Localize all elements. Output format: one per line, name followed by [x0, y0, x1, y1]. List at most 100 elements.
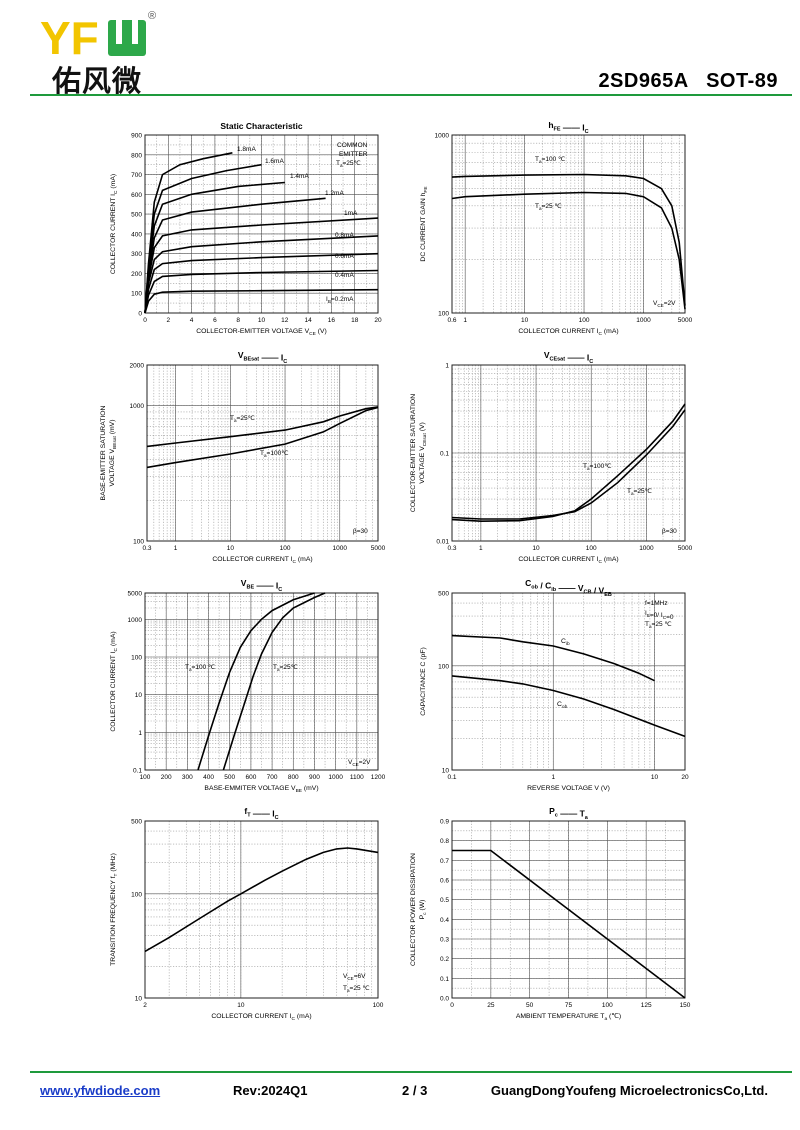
x-tick-label: 100 — [280, 545, 291, 552]
note-text: IE=0/ IC=0 — [645, 610, 674, 621]
y-tick-label: 0.01 — [436, 539, 449, 546]
x-tick-label: 1 — [174, 545, 178, 552]
x-axis-label: COLLECTOR CURRENT IC (mA) — [518, 556, 618, 565]
x-axis-label: REVERSE VOLTAGE V (V) — [527, 785, 610, 792]
x-tick-label: 800 — [288, 774, 299, 781]
series-line — [144, 152, 233, 314]
x-tick-label: 700 — [267, 774, 278, 781]
logo-chinese-name: 佑风微 — [52, 64, 143, 98]
plot-area — [144, 134, 379, 314]
note-text: β=30 — [353, 528, 368, 535]
y-tick-label: 0.6 — [440, 878, 449, 885]
y-tick-label: 700 — [131, 172, 142, 179]
series-label: 1.2mA — [325, 190, 344, 197]
x-tick-label: 10 — [237, 1002, 245, 1009]
series-label: Ta=25℃ — [230, 415, 256, 423]
x-tick-label: 18 — [351, 317, 359, 324]
y-tick-label: 5000 — [128, 591, 143, 598]
plot-background — [452, 593, 685, 770]
x-tick-label: 10 — [227, 545, 235, 552]
x-tick-label: 0 — [450, 1002, 454, 1009]
x-tick-label: 10 — [521, 317, 529, 324]
y-tick-label: 10 — [442, 768, 450, 775]
x-tick-label: 20 — [681, 774, 689, 781]
y-tick-label: 0.7 — [440, 858, 449, 865]
x-tick-label: 1000 — [328, 774, 343, 781]
x-tick-label: 10 — [532, 545, 540, 552]
x-tick-label: 1200 — [371, 774, 386, 781]
series-line — [452, 849, 686, 999]
header-rule — [30, 94, 792, 96]
chart-vbe: 100 200 300 400 500 600 700 800 900 1000 1100 12000… — [110, 578, 386, 794]
x-tick-label: 6 — [213, 317, 217, 324]
plot-area — [451, 592, 686, 771]
chart-title: VBE —— IC — [241, 578, 282, 593]
x-tick-label: 600 — [245, 774, 256, 781]
chart-cap: 0.1 1 10 20 10 100 500 Cob / Cib —— VCB / VEB RE… — [420, 578, 689, 792]
series-label: Cob — [557, 701, 568, 710]
x-tick-label: 1100 — [350, 774, 364, 781]
chart-title: Pc —— Ta — [549, 806, 589, 821]
series-line — [451, 675, 686, 738]
note-text: COMMON — [337, 142, 368, 149]
y-tick-label: 800 — [131, 152, 142, 159]
x-tick-label: 10 — [258, 317, 266, 324]
x-tick-label: 50 — [526, 1002, 534, 1009]
series-label: 1.6mA — [265, 158, 284, 165]
series-line — [197, 592, 315, 771]
series-line — [451, 403, 686, 523]
chart-title: VCEsat —— IC — [544, 350, 593, 365]
footer-rule — [30, 1071, 792, 1073]
logo-y: YF — [40, 14, 99, 60]
x-tick-label: 125 — [641, 1002, 652, 1009]
x-tick-label: 900 — [309, 774, 320, 781]
plot-frame — [146, 364, 379, 542]
y-tick-label: 100 — [131, 891, 142, 898]
plot-area — [451, 134, 686, 314]
plot-background — [145, 821, 378, 998]
chart-title: hFE —— IC — [548, 120, 588, 135]
x-tick-label: 2 — [166, 317, 170, 324]
y-axis-label-line2: VOLTAGE VCEsat (V) — [419, 422, 428, 484]
x-tick-label: 14 — [304, 317, 312, 324]
y-axis-label-line2: VOLTAGE VBEsat (mV) — [109, 420, 118, 487]
series-label: IB=0.2mA — [326, 296, 354, 304]
plot-frame — [144, 820, 379, 999]
y-tick-label: 500 — [131, 212, 142, 219]
chart-vcesat: 0.3 1 10 100 1000 5000 0.01 0.1 1 VCEsat —— IC COL… — [410, 350, 693, 565]
series-line — [144, 847, 379, 953]
y-tick-label: 600 — [131, 192, 142, 199]
x-tick-label: 5000 — [371, 545, 386, 552]
x-tick-label: 0.1 — [447, 774, 456, 781]
y-tick-label: 0.1 — [440, 976, 449, 983]
y-tick-label: 0.1 — [133, 768, 142, 775]
website-link[interactable]: www.yfwdiode.com — [40, 1083, 161, 1098]
x-tick-label: 150 — [680, 1002, 691, 1009]
chart-static: 0 2 4 6 8 10 12 14 16 18 2001002003004005006007008… — [110, 121, 382, 337]
y-axis-label: DC CURRENT GAIN hFE — [420, 186, 429, 261]
x-tick-label: 16 — [328, 317, 336, 324]
x-tick-label: 100 — [140, 774, 151, 781]
x-tick-label: 1000 — [333, 545, 348, 552]
plot-area — [144, 592, 379, 771]
x-tick-label: 5000 — [678, 317, 693, 324]
x-tick-label: 1 — [479, 545, 483, 552]
y-axis-label: COLLECTOR CURRENT IC (mA) — [110, 174, 119, 274]
y-tick-label: 500 — [131, 819, 142, 826]
chart-title: Static Characteristic — [220, 121, 302, 131]
y-tick-label: 2000 — [130, 363, 145, 370]
y-tick-label: 100 — [438, 311, 449, 318]
x-tick-label: 10 — [651, 774, 659, 781]
series-label: Ta=25 ℃ — [645, 621, 672, 629]
x-tick-label: 100 — [373, 1002, 384, 1009]
plot-frame — [144, 592, 379, 771]
x-tick-label: 100 — [602, 1002, 613, 1009]
series-line — [451, 191, 686, 310]
plot-frame — [451, 364, 686, 542]
x-tick-label: 0.3 — [142, 545, 151, 552]
y-axis-label: COLLECTOR CURRENT IC (mA) — [110, 631, 119, 731]
y-tick-label: 1000 — [130, 403, 145, 410]
x-tick-label: 12 — [281, 317, 289, 324]
y-tick-label: 0.5 — [440, 897, 449, 904]
y-tick-label: 10 — [135, 692, 143, 699]
